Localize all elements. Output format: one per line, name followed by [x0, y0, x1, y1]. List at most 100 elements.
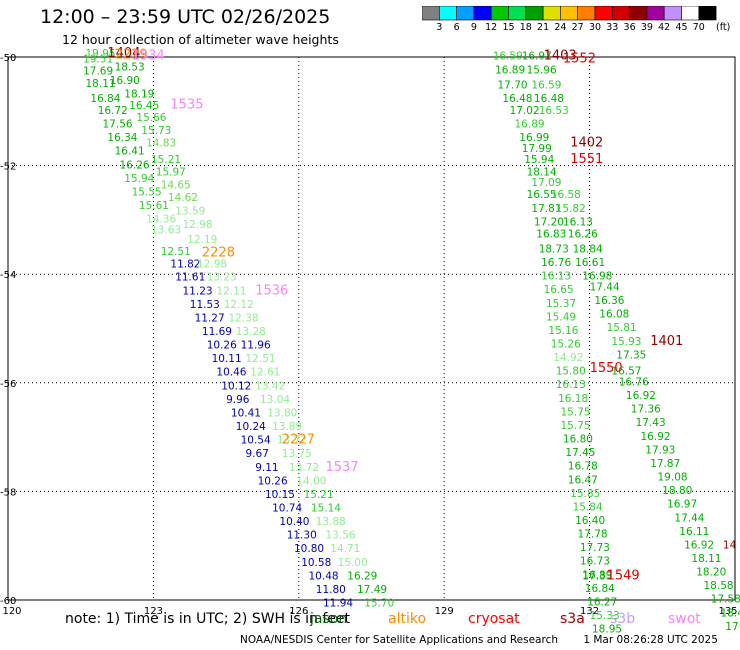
color-scale-tick: 6	[453, 22, 460, 33]
color-swatch	[629, 5, 648, 21]
track-2-pass-label: 1551	[570, 152, 603, 167]
y-tick-label: -60	[0, 596, 16, 607]
track-1-wave-height: 9.67	[246, 448, 269, 460]
color-swatch	[577, 5, 596, 21]
track-2-wave-height: 17.44	[590, 282, 620, 294]
track-2-wave-height: 16.59	[493, 51, 523, 63]
track-1-wave-height: 18.53	[115, 62, 145, 74]
track-1-wave-height: 11.94	[323, 598, 353, 610]
track-2-wave-height: 16.58	[551, 189, 581, 201]
track-1-wave-height: 16.84	[90, 93, 120, 105]
color-scale-tick: 12	[485, 22, 498, 33]
track-2-pass-label: 1402	[570, 136, 603, 151]
track-2-wave-height: 17.36	[631, 404, 661, 416]
track-1-wave-height: 14.36	[146, 214, 176, 226]
track-2-wave-height: 16.11	[679, 526, 709, 538]
track-2-wave-height: 18.58	[704, 580, 734, 592]
track-1-wave-height: 19.51	[83, 53, 113, 65]
track-1-wave-height: 12.12	[224, 299, 254, 311]
track-2-wave-height: 18.11	[691, 553, 721, 565]
color-scale-tick: 24	[554, 22, 567, 33]
track-2-wave-height: 16.92	[641, 431, 671, 443]
legend-s3b: s3b	[610, 611, 636, 627]
track-2-pass-label: 1401	[650, 334, 683, 349]
track-1-wave-height: 12.61	[250, 367, 280, 379]
track-1-wave-height: 15.21	[151, 154, 181, 166]
legend-jason: jason	[310, 611, 348, 627]
x-tick-label: 120	[2, 606, 21, 617]
track-2-wave-height: 16.99	[519, 132, 549, 144]
note-text: note: 1) Time is in UTC; 2) SWH is in fe…	[65, 611, 351, 627]
track-1-wave-height: 10.58	[301, 557, 331, 569]
track-1-wave-height: 10.48	[309, 570, 339, 582]
track-1-wave-height: 12.51	[246, 353, 276, 365]
track-2-pass-label: 1403	[544, 49, 577, 64]
track-2-wave-height: 17.45	[565, 447, 595, 459]
chart-title: 12:00 – 23:59 UTC 02/26/2025	[40, 6, 331, 28]
track-2-wave-height: 17.35	[616, 349, 646, 361]
track-1-wave-height: 9.11	[255, 462, 278, 474]
track-1-wave-height: 13.72	[289, 462, 319, 474]
color-scale-tick: 9	[470, 22, 477, 33]
track-1-wave-height: 16.72	[98, 105, 128, 117]
track-1-wave-height: 10.54	[241, 435, 271, 447]
track-2-wave-height: 14.92	[553, 352, 583, 364]
track-1-wave-height: 15.61	[139, 200, 169, 212]
track-1-pass-label: 2227	[282, 433, 315, 448]
track-2-wave-height: 17.70	[498, 80, 528, 92]
legend-altiko: altiko	[388, 611, 427, 627]
track-1-wave-height: 15.73	[141, 125, 171, 137]
color-scale-tick: 15	[502, 22, 515, 33]
track-1-wave-height: 13.23	[207, 272, 237, 284]
color-swatch	[438, 5, 457, 21]
track-2-wave-height: 16.76	[541, 257, 571, 269]
track-2-wave-height: 15.82	[556, 203, 586, 215]
track-1-wave-height: 14.71	[330, 543, 360, 555]
color-scale-tick: 30	[588, 22, 602, 33]
track-1-wave-height: 12.98	[183, 219, 213, 231]
track-1-wave-height: 12.11	[216, 285, 246, 297]
track-1-wave-height: 15.94	[124, 173, 154, 185]
color-scale-tick: 42	[658, 22, 671, 33]
track-2-wave-height: 16.59	[531, 80, 561, 92]
track-2-wave-height: 16.76	[619, 377, 649, 389]
track-1-wave-height: 11.69	[202, 326, 232, 338]
legend-cryosat: cryosat	[468, 611, 520, 627]
grid-lines	[8, 57, 735, 600]
track-1-pass-label: 2228	[202, 245, 235, 260]
track-2-wave-height: 16.27	[587, 596, 617, 608]
track-1-wave-height: 15.14	[311, 503, 341, 515]
track-2-wave-height: 17.93	[645, 444, 675, 456]
track-2-wave-height: 18.20	[696, 567, 726, 579]
color-swatch	[542, 5, 561, 21]
track-2-wave-height: 17	[725, 621, 738, 633]
track-2-wave-height: 16.98	[582, 271, 612, 283]
y-tick-label: -54	[0, 270, 16, 281]
y-tick-label: -52	[0, 162, 16, 173]
track-2-wave-height: 17.81	[531, 203, 561, 215]
footer-credit: NOAA/NESDIS Center for Satellite Applica…	[240, 634, 558, 646]
track-2-wave-height: 16.53	[539, 105, 569, 117]
track-1-wave-height: 15.00	[338, 557, 368, 569]
footer: NOAA/NESDIS Center for Satellite Applica…	[240, 634, 718, 646]
track-1-wave-height: 13.04	[260, 394, 290, 406]
track-1-wave-height: 16.45	[129, 100, 159, 112]
track-2-pass-label: 1550	[590, 361, 623, 376]
track-1-pass-label: 1536	[255, 283, 288, 298]
track-1-wave-height: 10.12	[221, 380, 251, 392]
color-swatch	[646, 5, 665, 21]
color-swatch	[663, 5, 682, 21]
color-swatch	[456, 5, 475, 21]
track-2-wave-height: 16.84	[585, 583, 615, 595]
x-tick-label: 126	[289, 606, 308, 617]
track-2-wave-height: 16.92	[684, 539, 714, 551]
track-1-wave-height: 13.75	[282, 448, 312, 460]
color-scale-tick: 18	[519, 22, 532, 33]
track-1-wave-height: 12.98	[197, 259, 227, 271]
track-1-wave-height: 12.51	[161, 246, 191, 258]
track-2-wave-height: 15.75	[561, 420, 591, 432]
track-2-wave-height: 15.49	[546, 311, 576, 323]
track-1-wave-height: 11.23	[183, 285, 213, 297]
